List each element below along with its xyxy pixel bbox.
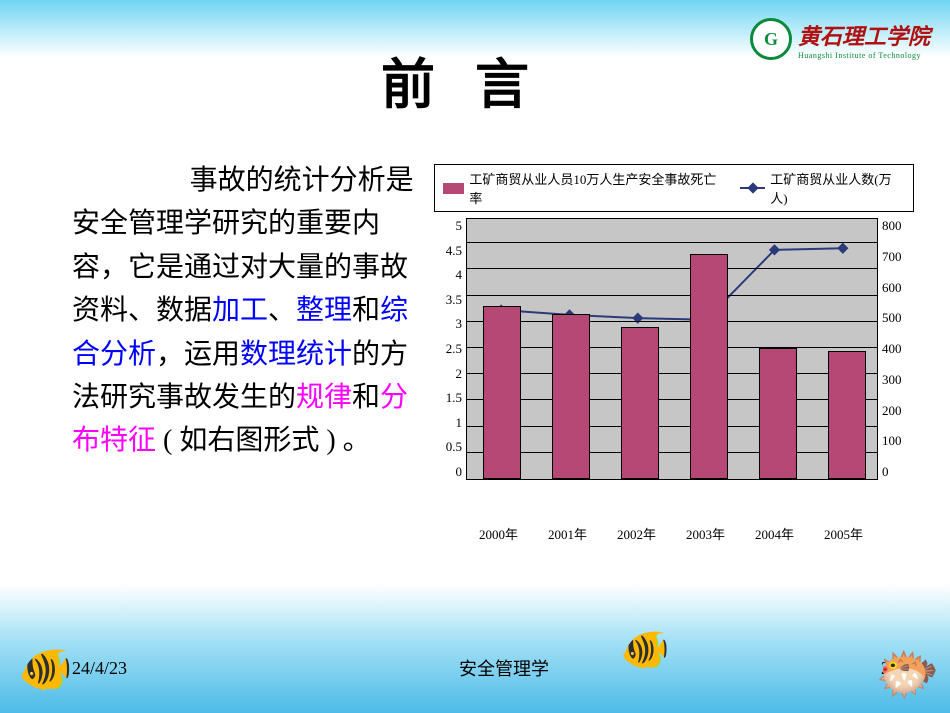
fish-icon: 🐠: [620, 626, 670, 673]
footer-date: 24/4/23: [72, 658, 127, 679]
txt: 、: [268, 295, 296, 326]
keyword-blue: 加工: [212, 295, 268, 326]
legend-bar: 工矿商贸从业人员10万人生产安全事故死亡率: [443, 169, 722, 207]
legend-line-label: 工矿商贸从业人数(万人): [770, 169, 905, 207]
chart-bar: [483, 306, 521, 479]
txt: 事故的统计: [190, 165, 330, 196]
body-paragraph: 事故的统计分析是安全管理学研究的重要内容，它是通过对大量的事故资料、数据加工、整…: [72, 159, 428, 543]
slide-footer: 24/4/23 安全管理学 2: [0, 655, 950, 681]
line-series: [467, 219, 877, 479]
y-axis-left: 54.543.532.521.510.50: [434, 218, 466, 480]
legend-line: 工矿商贸从业人数(万人): [740, 169, 905, 207]
chart-bar: [621, 327, 659, 479]
fish-icon: 🐠: [18, 643, 73, 695]
plot-area: [466, 218, 878, 480]
chart-bar: [690, 254, 728, 479]
chart-bar: [759, 348, 797, 479]
keyword-blue: 数理统计: [240, 339, 352, 370]
line-swatch-icon: [740, 187, 765, 189]
txt: 和: [352, 295, 380, 326]
bar-swatch-icon: [443, 183, 464, 194]
legend-bar-label: 工矿商贸从业人员10万人生产安全事故死亡率: [469, 169, 722, 207]
fish-icon: 🐡: [875, 644, 940, 705]
logo-cn: 黄石理工学院: [798, 19, 930, 51]
chart-bar: [552, 314, 590, 479]
txt: ( 如右图形式 ) 。: [156, 425, 371, 456]
y-axis-right: 8007006005004003002001000: [878, 218, 914, 480]
footer-center: 安全管理学: [459, 655, 549, 681]
x-axis: 2000年2001年2002年2003年2004年2005年: [464, 524, 878, 543]
txt: 和: [352, 382, 380, 413]
chart-bar: [828, 351, 866, 479]
chart-legend: 工矿商贸从业人员10万人生产安全事故死亡率 工矿商贸从业人数(万人): [434, 164, 914, 212]
logo-mark: G: [750, 18, 792, 60]
chart: 工矿商贸从业人员10万人生产安全事故死亡率 工矿商贸从业人数(万人) 54.54…: [428, 164, 920, 543]
keyword-magenta: 规律: [296, 382, 352, 413]
keyword-blue: 整理: [296, 295, 352, 326]
txt: ，运用: [156, 339, 240, 370]
school-logo: G 黄石理工学院 Huangshi Institute of Technolog…: [750, 18, 930, 60]
logo-en: Huangshi Institute of Technology: [798, 51, 930, 60]
